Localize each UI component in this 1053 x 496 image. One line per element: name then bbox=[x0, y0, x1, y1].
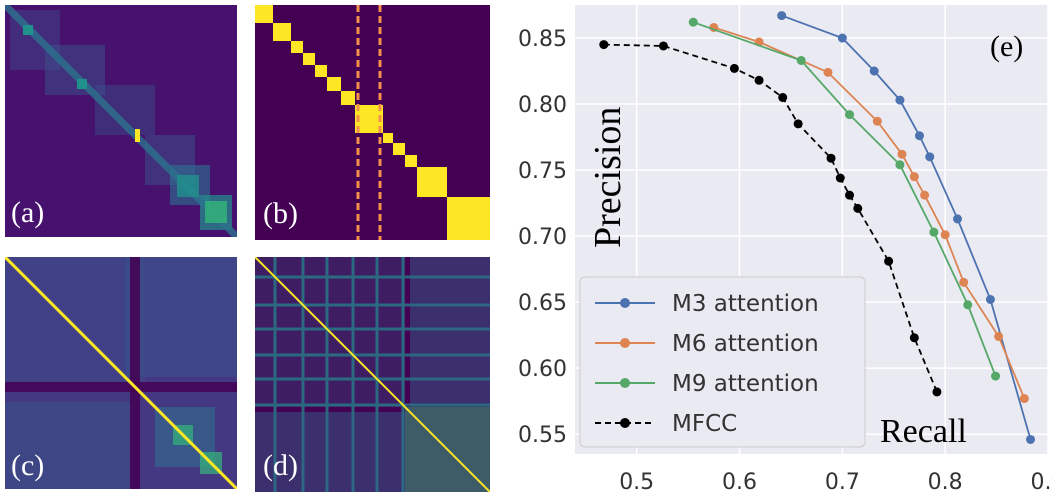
legend: M3 attention M6 attention M9 attention MFCC bbox=[579, 276, 866, 448]
data-point bbox=[688, 17, 698, 27]
panel-a: (a) bbox=[5, 5, 237, 237]
legend-label: MFCC bbox=[672, 411, 737, 437]
data-point bbox=[895, 95, 905, 105]
data-point bbox=[853, 203, 863, 213]
data-point bbox=[897, 149, 907, 159]
panel-d-matrix bbox=[255, 257, 490, 492]
panel-c-label: (c) bbox=[11, 449, 45, 482]
data-point bbox=[932, 387, 942, 397]
data-point bbox=[826, 153, 836, 163]
precision-recall-chart: 0.5 0.6 0.7 0.8 0.9 0.55 0.60 0.65 0.70 0.75 0.80… bbox=[518, 5, 1053, 495]
data-point bbox=[869, 66, 879, 76]
x-tick-label: 0.9 bbox=[1031, 470, 1053, 495]
panel-b: (b) bbox=[255, 5, 490, 240]
y-tick-label: 0.60 bbox=[518, 357, 567, 382]
legend-swatch-marker bbox=[620, 298, 630, 308]
y-axis-label: Precision bbox=[587, 107, 629, 248]
legend-label: M3 attention bbox=[672, 291, 819, 317]
data-point bbox=[1019, 394, 1029, 404]
x-tick-label: 0.6 bbox=[722, 470, 757, 495]
panel-b-matrix bbox=[255, 5, 490, 240]
data-point bbox=[909, 333, 919, 343]
legend-swatch-marker bbox=[620, 418, 630, 428]
panel-c-matrix bbox=[5, 257, 237, 489]
panel-a-label: (a) bbox=[11, 196, 45, 229]
x-tick-label: 0.7 bbox=[825, 470, 860, 495]
data-point bbox=[845, 110, 855, 120]
y-tick-label: 0.75 bbox=[518, 159, 567, 184]
panel-a-matrix bbox=[5, 5, 237, 237]
legend-label: M6 attention bbox=[672, 331, 819, 357]
data-point bbox=[872, 116, 882, 126]
data-point bbox=[1026, 434, 1036, 444]
data-point bbox=[845, 190, 855, 200]
data-point bbox=[823, 67, 833, 77]
data-point bbox=[599, 40, 609, 50]
data-point bbox=[985, 294, 995, 304]
panel-d: (d) bbox=[255, 257, 490, 492]
data-point bbox=[796, 55, 806, 65]
y-tick-label: 0.85 bbox=[518, 27, 567, 52]
data-point bbox=[994, 331, 1004, 341]
data-point bbox=[940, 230, 950, 240]
x-tick-label: 0.8 bbox=[928, 470, 963, 495]
x-tick-labels: 0.5 0.6 0.7 0.8 0.9 bbox=[619, 470, 1053, 495]
data-point bbox=[909, 172, 919, 182]
legend-box bbox=[579, 276, 866, 448]
panel-c: (c) bbox=[5, 257, 237, 489]
y-tick-label: 0.80 bbox=[518, 93, 567, 118]
data-point bbox=[991, 371, 1001, 381]
legend-label: M9 attention bbox=[672, 371, 819, 397]
panel-b-label: (b) bbox=[263, 197, 298, 230]
data-point bbox=[658, 41, 668, 51]
x-tick-label: 0.5 bbox=[619, 470, 654, 495]
data-point bbox=[793, 119, 803, 129]
data-point bbox=[835, 173, 845, 183]
data-point bbox=[920, 190, 930, 200]
data-point bbox=[884, 256, 894, 266]
data-point bbox=[777, 11, 787, 21]
legend-swatch-marker bbox=[620, 338, 630, 348]
x-axis-label: Recall bbox=[880, 413, 967, 450]
y-tick-label: 0.65 bbox=[518, 291, 567, 316]
data-point bbox=[963, 300, 973, 310]
data-point bbox=[754, 75, 764, 85]
data-point bbox=[778, 92, 788, 102]
panel-e-label: (e) bbox=[990, 30, 1023, 63]
y-tick-label: 0.55 bbox=[518, 423, 567, 448]
y-tick-labels: 0.55 0.60 0.65 0.70 0.75 0.80 0.85 bbox=[518, 27, 567, 448]
data-point bbox=[895, 160, 905, 170]
data-point bbox=[929, 227, 939, 237]
panel-d-label: (d) bbox=[263, 449, 298, 482]
data-point bbox=[959, 277, 969, 287]
legend-swatch-marker bbox=[620, 378, 630, 388]
data-point bbox=[837, 33, 847, 43]
y-tick-label: 0.70 bbox=[518, 225, 567, 250]
data-point bbox=[925, 152, 935, 162]
series-layer bbox=[599, 11, 1036, 444]
data-point bbox=[729, 63, 739, 73]
data-point bbox=[953, 214, 963, 224]
data-point bbox=[914, 131, 924, 141]
